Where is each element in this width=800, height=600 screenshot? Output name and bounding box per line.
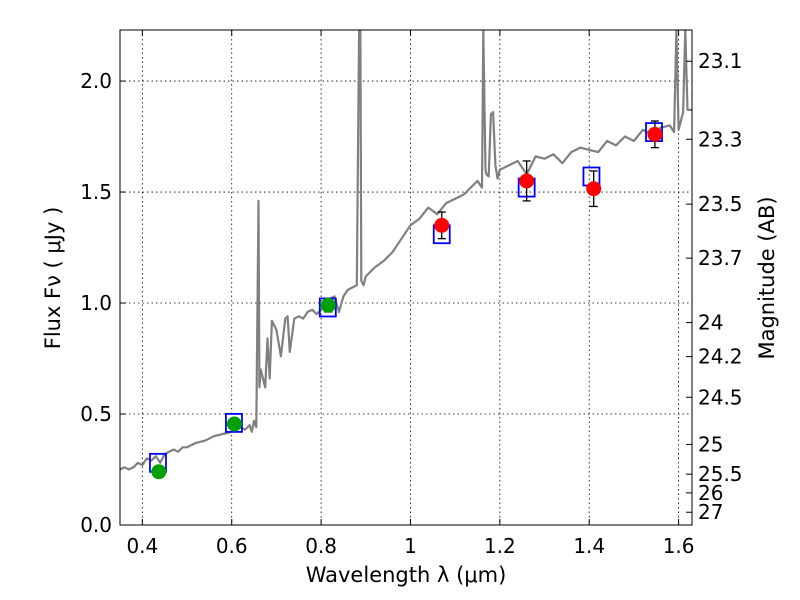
nir-point — [519, 173, 535, 189]
y-tick-label: 2.0 — [80, 69, 112, 93]
y2-tick-label: 23.1 — [698, 49, 743, 73]
plot-area — [120, 30, 692, 480]
y2-tick-label: 27 — [698, 500, 723, 524]
axes: 0.4 0.6 0.8 1 1.2 1.4 1.6 0.0 0.5 1.0 1.5 2.0 23.1 23… — [80, 30, 743, 558]
optical-point — [320, 297, 336, 313]
model-box-point — [225, 412, 243, 433]
x-tick-label: 0.6 — [216, 534, 248, 558]
y2-tick-label: 24 — [698, 311, 723, 335]
optical-point — [226, 416, 242, 432]
optical-point — [151, 464, 167, 480]
y2-tick-label: 24.2 — [698, 345, 743, 369]
y2-tick-label: 26 — [698, 481, 723, 505]
y-axis-label: Flux Fν ( μJy ) — [41, 207, 65, 350]
x-tick-label: 1.6 — [663, 534, 695, 558]
y2-tick-label: 24.5 — [698, 385, 743, 409]
plot-frame — [119, 29, 693, 526]
y2-tick-label: 23.3 — [698, 127, 743, 151]
x-tick-label: 0.4 — [126, 534, 158, 558]
x-tick-label: 1.2 — [484, 534, 516, 558]
y2-tick-label: 23.5 — [698, 192, 743, 216]
x-tick-label: 1.4 — [573, 534, 605, 558]
y-tick-label: 0.0 — [80, 513, 112, 537]
spectrum-line — [120, 30, 692, 471]
x-tick-label: 1 — [404, 534, 417, 558]
nir-point — [586, 181, 602, 197]
nir-point — [434, 217, 450, 233]
x-tick-label: 0.8 — [305, 534, 337, 558]
y2-tick-label: 25.5 — [698, 462, 743, 486]
y-tick-label: 1.5 — [80, 180, 112, 204]
nir-point — [647, 126, 663, 142]
x-axis-label: Wavelength λ (μm) — [306, 563, 507, 587]
y2-axis-label: Magnitude (AB) — [755, 196, 779, 359]
y2-tick-label: 23.7 — [698, 246, 743, 270]
y-tick-label: 1.0 — [80, 291, 112, 315]
y2-tick-label: 25 — [698, 432, 723, 456]
y-tick-label: 0.5 — [80, 402, 112, 426]
